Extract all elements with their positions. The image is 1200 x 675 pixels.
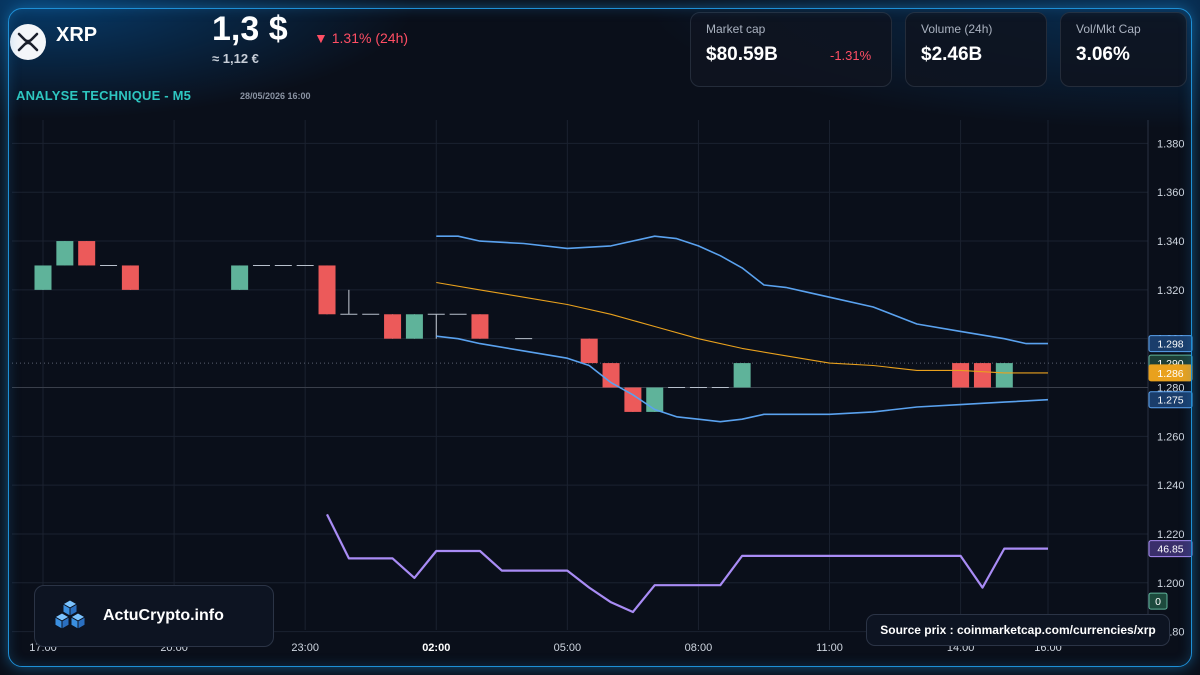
coin-price-eur: ≈ 1,12 € — [212, 51, 259, 66]
candle-body — [995, 363, 1013, 388]
price-tag-label: 1.286 — [1157, 368, 1183, 380]
stat-value: $2.46B — [921, 44, 983, 65]
price-tag-label: 1.298 — [1157, 339, 1183, 351]
bollinger-upper-line — [436, 235, 1048, 345]
market-cap-card: Market cap $80.59B -1.31% — [690, 12, 892, 87]
source-badge[interactable]: Source prix : coinmarketcap.com/currenci… — [866, 614, 1170, 646]
brand-name: ActuCrypto.info — [103, 607, 224, 624]
bollinger-lower-line — [436, 335, 1049, 423]
candle-body — [471, 314, 489, 339]
candle-body — [56, 241, 74, 266]
y-tick-label: 1.240 — [1157, 480, 1185, 492]
stat-label: Vol/Mkt Cap — [1076, 22, 1141, 36]
price-tag-label: 0 — [1155, 596, 1161, 608]
y-tick-label: 1.320 — [1157, 285, 1185, 297]
stat-value: $80.59B — [706, 44, 778, 65]
price-tag: 46.85 — [1148, 540, 1193, 558]
rsi-line — [326, 513, 1048, 614]
candle-body — [34, 265, 52, 290]
price-tag: 1.286 — [1148, 364, 1193, 382]
price-tag-bg — [1148, 335, 1193, 353]
y-tick-label: 1.360 — [1157, 187, 1185, 199]
price-tag-label: 46.85 — [1157, 544, 1183, 556]
stat-label: Market cap — [706, 22, 766, 36]
y-tick-label: 1.220 — [1157, 529, 1185, 541]
candle-body — [580, 338, 598, 364]
candle-body — [952, 363, 970, 388]
y-tick-label: 1.260 — [1157, 431, 1185, 443]
candle-body — [973, 363, 991, 388]
moving-average-line — [436, 281, 1048, 374]
x-tick-label: 23:00 — [291, 642, 319, 654]
price-tag-bg — [1148, 364, 1193, 382]
y-tick-label: 1.380 — [1157, 138, 1185, 150]
x-tick-label: 11:00 — [816, 642, 843, 654]
candle-body — [318, 265, 336, 315]
price-change-24h: ▼ 1.31% (24h) — [314, 30, 409, 46]
x-tick-label: 08:00 — [685, 642, 713, 654]
price-tag-bg — [1148, 391, 1193, 409]
vol-mkt-cap-card: Vol/Mkt Cap 3.06% — [1060, 12, 1187, 87]
xrp-logo-icon — [10, 24, 46, 60]
candle-body — [121, 265, 139, 290]
price-tag-bg — [1148, 540, 1193, 558]
y-axis: 1.3801.3601.3401.3201.3001.2801.2601.240… — [1157, 138, 1185, 638]
x-axis: 17:00 20:00 23:00 02:00 05:00 08:00 11:00 14:00… — [29, 642, 1062, 654]
candle-body — [602, 363, 620, 388]
candle-body — [384, 314, 402, 339]
stat-value: 3.06% — [1076, 44, 1130, 65]
candle-body — [78, 241, 96, 266]
price-tag: 1.298 — [1148, 335, 1193, 353]
price-tag: 1.275 — [1148, 391, 1193, 409]
coin-price: 1,3 $ — [212, 10, 288, 48]
candle-body — [733, 363, 751, 388]
candle-body — [231, 265, 249, 290]
price-tag-bg — [1148, 592, 1168, 610]
indicator-lines — [326, 235, 1049, 614]
candlestick-series — [34, 241, 1013, 412]
price-tag: 0 — [1148, 592, 1168, 610]
price-tag-label: 1.275 — [1157, 395, 1183, 407]
volume-card: Volume (24h) $2.46B — [905, 12, 1047, 87]
brand-badge[interactable]: ActuCrypto.info — [34, 585, 274, 647]
analysis-title: ANALYSE TECHNIQUE - M5 — [16, 88, 192, 103]
x-tick-label: 05:00 — [554, 642, 582, 654]
candle-body — [646, 387, 664, 412]
coin-name: XRP — [56, 24, 98, 46]
source-link[interactable]: Source prix : coinmarketcap.com/currenci… — [880, 623, 1156, 637]
stat-label: Volume (24h) — [921, 22, 993, 36]
analysis-timestamp: 28/05/2026 16:00 — [240, 91, 311, 101]
candle-body — [624, 387, 642, 412]
cubes-logo-icon — [53, 599, 87, 630]
stat-change: -1.31% — [830, 48, 872, 63]
y-tick-label: 1.200 — [1157, 578, 1185, 590]
y-tick-label: 1.340 — [1157, 236, 1185, 248]
candle-body — [405, 314, 423, 339]
x-tick-label: 02:00 — [422, 642, 450, 654]
